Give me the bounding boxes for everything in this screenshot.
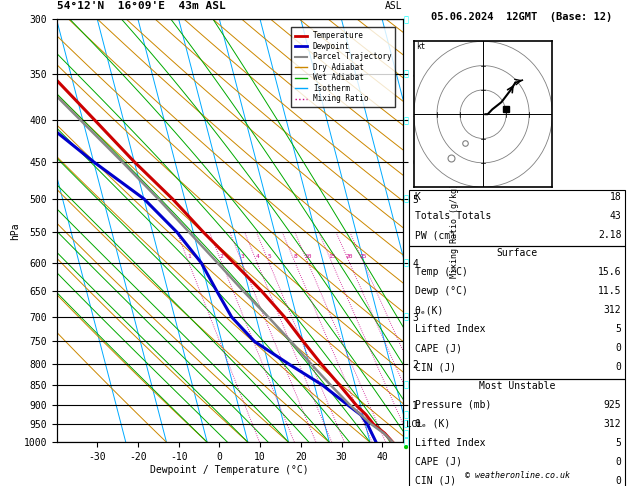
Text: 312: 312 [604, 305, 621, 315]
Text: ≪: ≪ [403, 420, 408, 429]
Text: Mixing Ratio (g/kg): Mixing Ratio (g/kg) [450, 183, 459, 278]
Text: ≪: ≪ [403, 15, 408, 24]
Text: ≪: ≪ [403, 194, 408, 203]
Text: CIN (J): CIN (J) [415, 476, 455, 486]
Text: 0: 0 [616, 343, 621, 353]
Text: ≪: ≪ [403, 259, 408, 267]
Legend: Temperature, Dewpoint, Parcel Trajectory, Dry Adiabat, Wet Adiabat, Isotherm, Mi: Temperature, Dewpoint, Parcel Trajectory… [291, 28, 395, 107]
Text: 25: 25 [360, 255, 367, 260]
Text: ≪: ≪ [403, 429, 408, 438]
Text: ≪: ≪ [403, 410, 408, 419]
Text: 0: 0 [616, 457, 621, 467]
Text: Pressure (mb): Pressure (mb) [415, 400, 491, 410]
Text: Totals Totals: Totals Totals [415, 211, 491, 222]
Text: km
ASL: km ASL [385, 0, 403, 11]
Text: 54°12'N  16°09'E  43m ASL: 54°12'N 16°09'E 43m ASL [57, 1, 225, 11]
Text: 5: 5 [267, 255, 271, 260]
Text: 0: 0 [616, 362, 621, 372]
X-axis label: Dewpoint / Temperature (°C): Dewpoint / Temperature (°C) [150, 465, 309, 475]
Text: CAPE (J): CAPE (J) [415, 457, 462, 467]
Text: θₑ(K): θₑ(K) [415, 305, 444, 315]
Text: CIN (J): CIN (J) [415, 362, 455, 372]
Text: 43: 43 [610, 211, 621, 222]
Text: Temp (°C): Temp (°C) [415, 267, 467, 278]
Text: θₑ (K): θₑ (K) [415, 419, 450, 429]
Text: 8: 8 [293, 255, 297, 260]
Text: Most Unstable: Most Unstable [479, 381, 555, 391]
Text: 3: 3 [240, 255, 244, 260]
Text: 20: 20 [346, 255, 353, 260]
Text: Lifted Index: Lifted Index [415, 438, 485, 448]
Text: 4: 4 [255, 255, 259, 260]
Text: Lifted Index: Lifted Index [415, 324, 485, 334]
Y-axis label: hPa: hPa [11, 222, 21, 240]
Text: 2.18: 2.18 [598, 230, 621, 241]
Text: 2: 2 [220, 255, 224, 260]
Text: CAPE (J): CAPE (J) [415, 343, 462, 353]
Text: ●: ● [404, 444, 408, 450]
Text: 312: 312 [604, 419, 621, 429]
Text: ≪: ≪ [403, 381, 408, 390]
Text: PW (cm): PW (cm) [415, 230, 455, 241]
Text: ≪: ≪ [403, 438, 408, 447]
Text: 0: 0 [616, 476, 621, 486]
Text: kt: kt [416, 42, 425, 51]
Text: Surface: Surface [496, 248, 538, 259]
Text: LCL: LCL [406, 420, 422, 429]
Text: 05.06.2024  12GMT  (Base: 12): 05.06.2024 12GMT (Base: 12) [431, 12, 613, 22]
Text: 10: 10 [304, 255, 312, 260]
Text: 18: 18 [610, 192, 621, 203]
Text: 5: 5 [616, 438, 621, 448]
Text: © weatheronline.co.uk: © weatheronline.co.uk [465, 471, 569, 480]
Text: ≪: ≪ [403, 312, 408, 322]
Text: K: K [415, 192, 420, 203]
Text: 1: 1 [187, 255, 191, 260]
Text: Dewp (°C): Dewp (°C) [415, 286, 467, 296]
Text: ≪: ≪ [403, 116, 408, 125]
Text: 11.5: 11.5 [598, 286, 621, 296]
Text: 5: 5 [616, 324, 621, 334]
Text: 925: 925 [604, 400, 621, 410]
Text: ≪: ≪ [403, 69, 408, 78]
Text: 15.6: 15.6 [598, 267, 621, 278]
Text: 15: 15 [328, 255, 336, 260]
